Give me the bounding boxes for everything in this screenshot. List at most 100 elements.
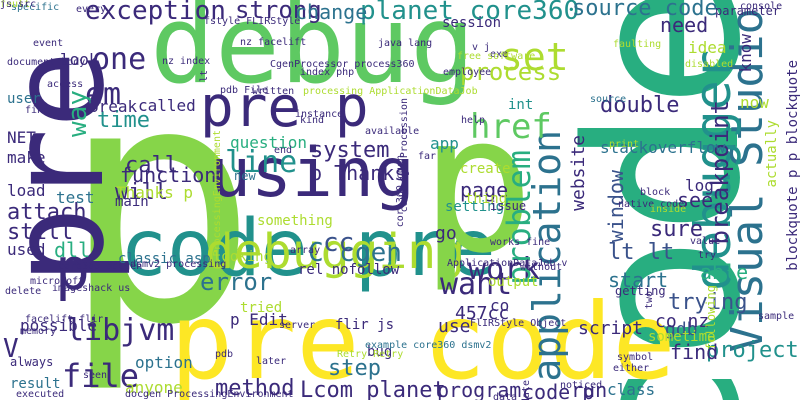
cloud-word: imageshack us xyxy=(52,283,131,294)
cloud-word: js src xyxy=(0,0,37,10)
cloud-word: p Edit xyxy=(230,310,288,329)
cloud-word: java lang xyxy=(378,38,433,49)
cloud-word: fstyle FLIRStyle xyxy=(204,16,301,27)
cloud-word: event xyxy=(33,38,64,49)
cloud-word: sometime xyxy=(648,329,716,345)
cloud-word: start xyxy=(608,268,669,292)
cloud-word: use xyxy=(438,316,471,337)
cloud-word: issue xyxy=(490,199,527,213)
cloud-word: gdb xyxy=(665,319,698,340)
cloud-word: console xyxy=(740,1,783,12)
cloud-word: blockquote p p blockquote xyxy=(785,60,800,271)
cloud-word: new xyxy=(234,169,256,183)
cloud-word: fine xyxy=(25,105,50,116)
cloud-word: idea xyxy=(688,38,727,57)
cloud-word: V xyxy=(3,334,19,364)
cloud-word: free software xyxy=(457,51,536,62)
cloud-word: index php xyxy=(300,67,355,78)
cloud-word: docgen ProcessingEnvironment xyxy=(125,389,294,400)
cloud-word: sure xyxy=(650,217,703,242)
cloud-word: document body xyxy=(7,57,86,68)
cloud-word: far xyxy=(418,151,437,162)
cloud-word: strong xyxy=(235,0,322,24)
cloud-word: delete xyxy=(5,286,42,297)
cloud-word: attach xyxy=(7,200,87,225)
cloud-word: server xyxy=(279,320,316,331)
cloud-word: access xyxy=(47,79,84,90)
cloud-word: make xyxy=(7,148,46,167)
cloud-word: change xyxy=(295,0,368,24)
cloud-word: ApplicationDataJob v xyxy=(447,258,568,269)
cloud-word: thing xyxy=(465,191,508,207)
cloud-word: 457cc xyxy=(455,303,510,324)
cloud-word: file xyxy=(62,357,140,395)
cloud-word: try xyxy=(698,250,717,261)
cloud-word: log xyxy=(685,176,714,195)
cloud-word: array xyxy=(290,245,321,256)
cloud-word: session xyxy=(442,15,502,31)
cloud-word: help xyxy=(461,115,486,126)
cloud-word: program xyxy=(437,378,522,400)
cloud-word: pre code xyxy=(170,281,676,400)
cloud-word: faulting xyxy=(613,39,662,50)
cloud-word: source code xyxy=(572,0,718,21)
cloud-word: p xyxy=(420,74,535,295)
cloud-word: executed xyxy=(16,389,65,400)
cloud-word: go xyxy=(435,223,457,244)
cloud-word: without xyxy=(520,262,563,273)
cloud-word: parameter xyxy=(715,4,781,18)
cloud-word: using xyxy=(210,134,415,213)
cloud-word: Retry Retry xyxy=(337,349,404,360)
cloud-word: trying xyxy=(668,290,748,315)
cloud-word: example core360 dsmv2 xyxy=(365,340,492,351)
cloud-word: debugging xyxy=(205,224,466,280)
cloud-word: C cgen xyxy=(308,238,402,268)
cloud-word: memory xyxy=(20,326,57,337)
cloud-word: value xyxy=(690,236,721,247)
cloud-word: pre p xyxy=(200,75,369,140)
cloud-word: something xyxy=(257,213,333,229)
cloud-word: process xyxy=(460,58,562,86)
cloud-word: pdb xyxy=(215,349,234,360)
cloud-word: called xyxy=(138,96,196,115)
cloud-word: stackoverflow xyxy=(600,138,726,157)
cloud-word: planet core360 xyxy=(360,0,580,26)
cloud-word: lt lt xyxy=(608,240,675,265)
cloud-word: output xyxy=(488,274,539,290)
cloud-word: line xyxy=(225,145,298,180)
cloud-word: double xyxy=(600,93,680,118)
cloud-word: symbol xyxy=(617,352,654,363)
cloud-word: set xyxy=(500,35,569,79)
cloud-word: now xyxy=(740,93,769,112)
cloud-word: script xyxy=(578,318,644,339)
cloud-word: actually xyxy=(764,120,780,188)
cloud-word: dll xyxy=(54,238,91,262)
cloud-word: see xyxy=(677,188,714,212)
cloud-word: way xyxy=(63,90,93,137)
cloud-word: main xyxy=(115,194,149,210)
cloud-word: question xyxy=(230,133,308,152)
cloud-word: end xyxy=(274,145,293,156)
cloud-word: need xyxy=(660,13,709,37)
cloud-word: source xyxy=(590,94,627,105)
cloud-word: processing ApplicationDataJob xyxy=(303,86,478,97)
cloud-word: p xyxy=(55,235,90,303)
cloud-word: breakpoint xyxy=(706,100,734,245)
cloud-word: fault xyxy=(0,0,31,10)
cloud-word: page xyxy=(460,178,509,202)
cloud-word: instance xyxy=(295,109,344,120)
cloud-word: classic asp xyxy=(118,251,211,267)
cloud-word: system xyxy=(310,138,390,163)
cloud-word: bug xyxy=(367,344,393,360)
cloud-word: Lcom planet xyxy=(300,378,446,400)
cloud-word: exe xyxy=(490,49,509,60)
cloud-word: code p xyxy=(522,380,595,400)
cloud-word: debug xyxy=(150,0,476,108)
cloud-word: find xyxy=(670,340,719,364)
cloud-word: test xyxy=(56,188,95,207)
cloud-word: class xyxy=(607,380,656,399)
cloud-word: libjvm xyxy=(66,313,175,348)
cloud-word: works fine xyxy=(490,237,551,248)
cloud-word: disabled xyxy=(685,59,734,70)
cloud-word: seen xyxy=(83,370,108,381)
